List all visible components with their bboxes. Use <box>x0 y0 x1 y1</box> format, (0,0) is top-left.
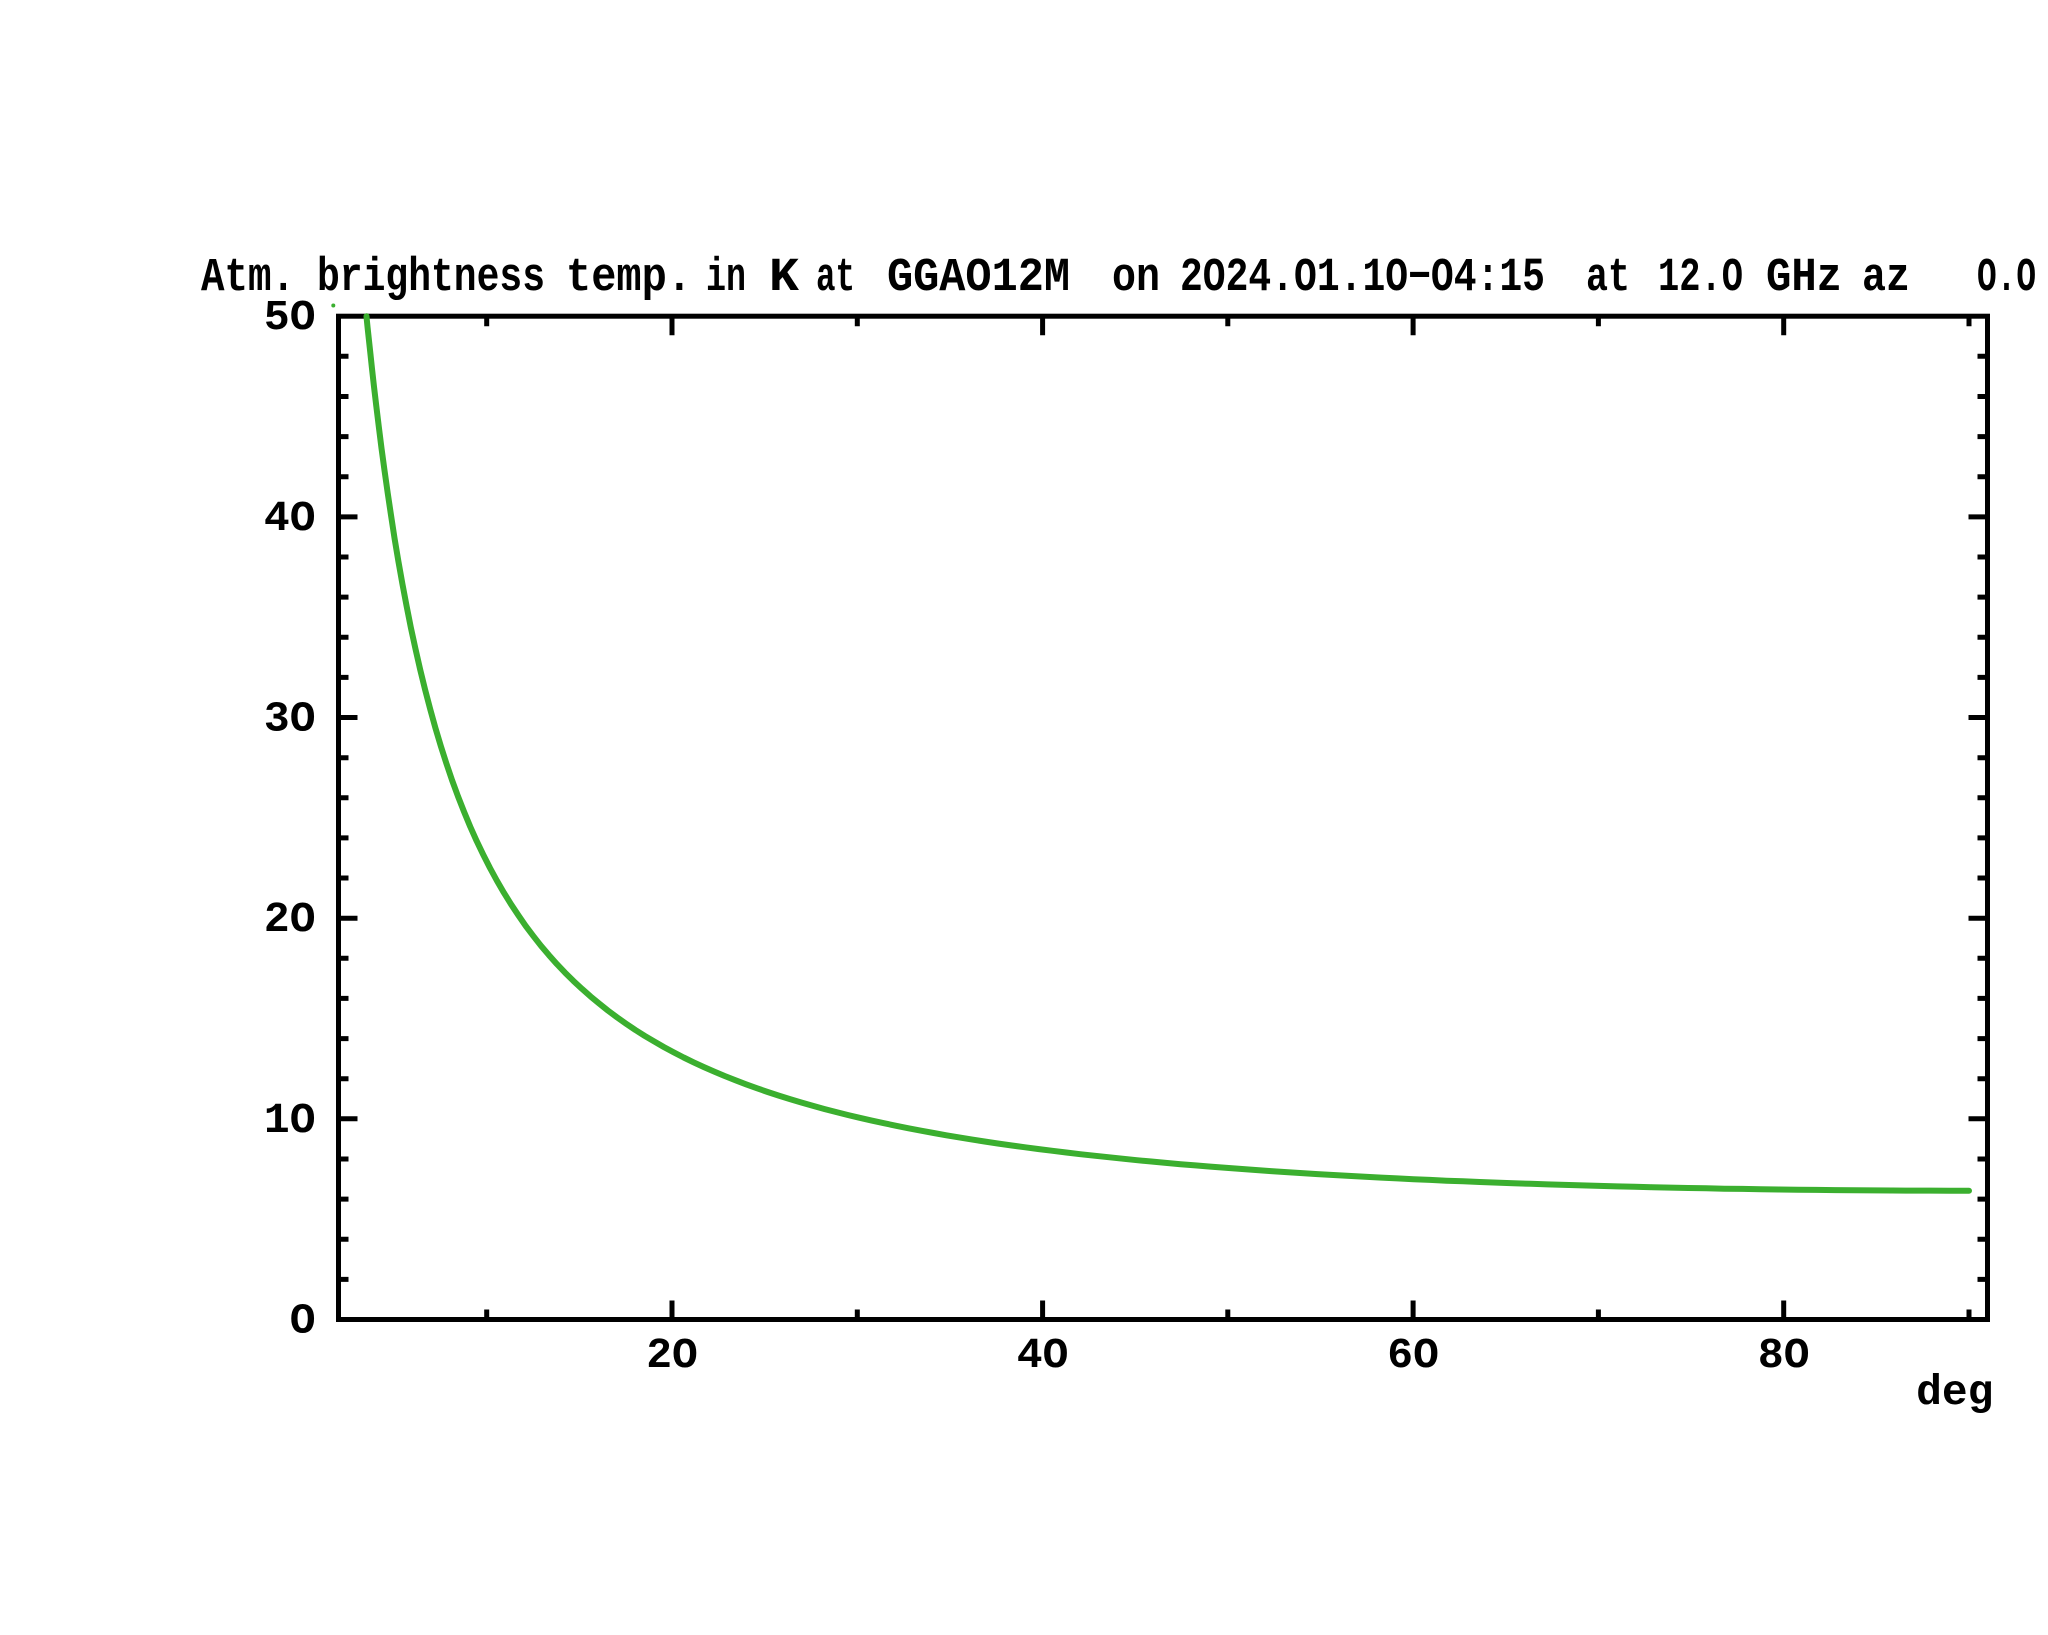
svg-text:2O: 2O <box>264 895 316 944</box>
svg-text:8O: 8O <box>1758 1331 1810 1380</box>
svg-text:brightness: brightness <box>317 252 545 305</box>
svg-text:1O: 1O <box>264 1096 316 1145</box>
svg-text:temp.: temp. <box>566 252 692 305</box>
svg-text:K: K <box>769 252 800 305</box>
svg-text:6O: 6O <box>1387 1331 1439 1380</box>
svg-text:on: on <box>1112 252 1160 305</box>
svg-text:GHz: GHz <box>1766 252 1842 305</box>
svg-text:at: at <box>816 252 855 305</box>
svg-text:2O: 2O <box>646 1331 698 1380</box>
svg-text:at: at <box>1586 252 1630 305</box>
svg-text:Atm.: Atm. <box>201 252 295 305</box>
svg-text:5O: 5O <box>264 293 316 342</box>
svg-text:az: az <box>1862 252 1910 305</box>
svg-text:O: O <box>290 1297 316 1346</box>
svg-text:O.O: O.O <box>1977 252 2036 305</box>
svg-text:12.O: 12.O <box>1658 252 1743 305</box>
svg-text:in: in <box>706 252 746 305</box>
svg-text:GGAO12M: GGAO12M <box>887 252 1070 305</box>
svg-text:deg: deg <box>1916 1368 1993 1417</box>
svg-text:4O: 4O <box>264 494 316 543</box>
svg-text:3O: 3O <box>264 695 316 744</box>
svg-text:4O: 4O <box>1017 1331 1069 1380</box>
svg-text:2O24.O1.1O−O4:15: 2O24.O1.1O−O4:15 <box>1180 252 1545 305</box>
